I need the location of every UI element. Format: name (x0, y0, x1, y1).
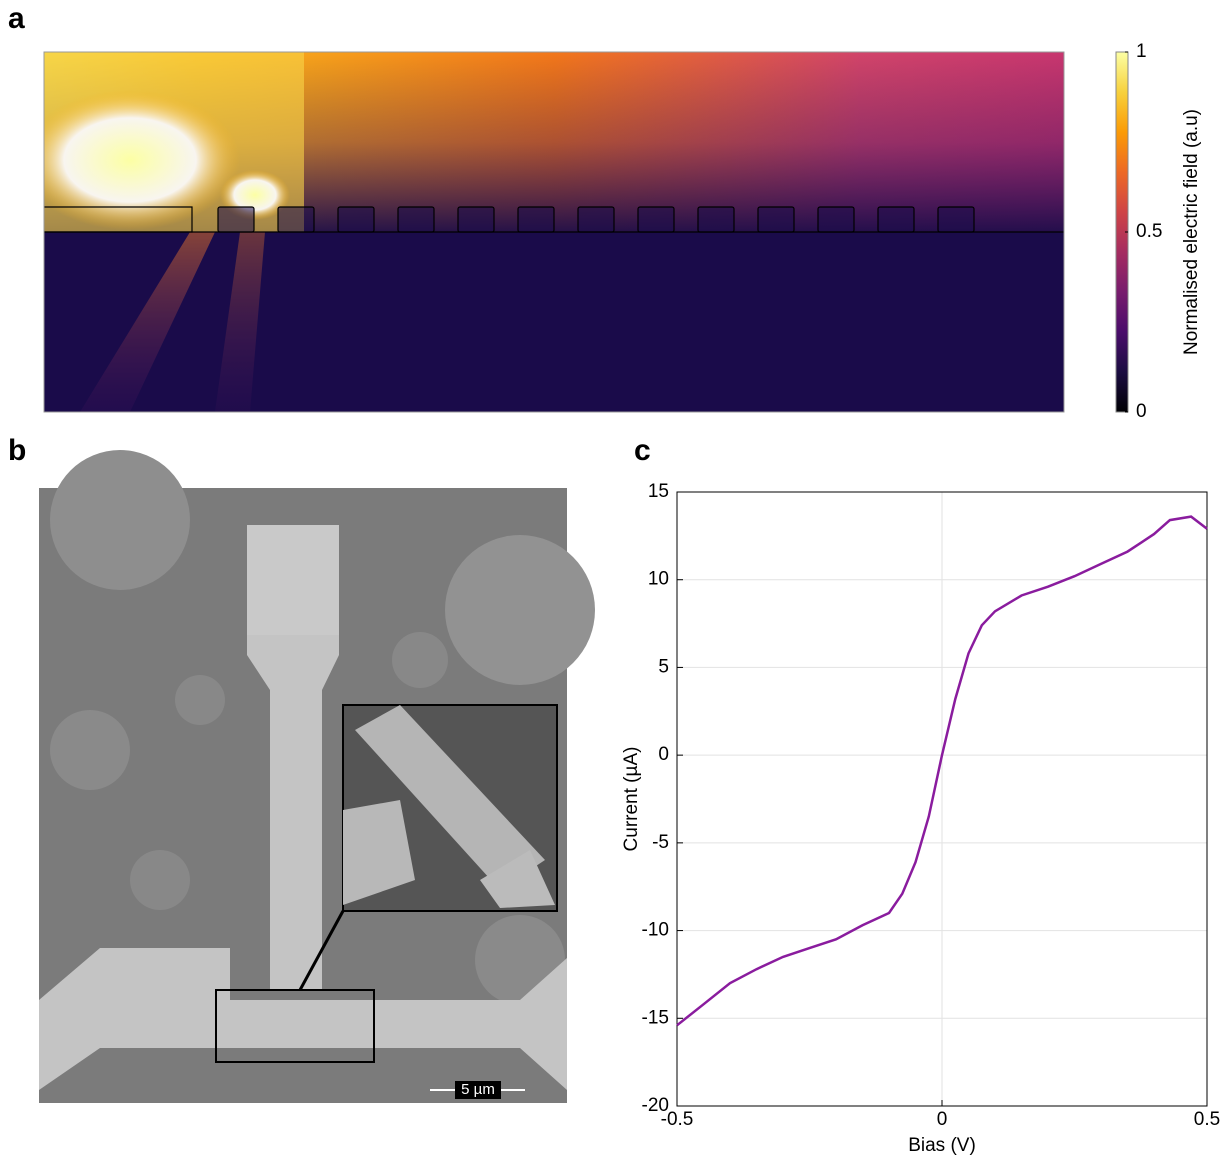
y-tick-label: -15 (642, 1007, 669, 1028)
grating-tooth (397, 206, 435, 233)
map-frame (43, 51, 1065, 413)
y-tick-label: -10 (642, 920, 669, 941)
colorbar-label: Normalised electric field (a.u) (1181, 109, 1202, 355)
y-tick-label: -20 (642, 1095, 669, 1116)
y-tick-label: 15 (648, 481, 669, 502)
y-tick-label: 0 (658, 744, 669, 765)
colorbar-tick-label: 0 (1136, 401, 1147, 422)
y-tick-label: -5 (652, 832, 669, 853)
grating-tooth (457, 206, 495, 233)
x-tick-label: -0.5 (661, 1109, 694, 1130)
colorbar-tick-label: 0.5 (1136, 221, 1162, 242)
field-map (44, 52, 1064, 412)
grating-tooth (517, 206, 555, 233)
grating-tooth (697, 206, 735, 233)
panel-label: b (8, 434, 26, 467)
grating-tooth (277, 206, 315, 233)
y-axis-label: Current (µA) (621, 747, 642, 852)
x-tick-label: 0.5 (1194, 1109, 1220, 1130)
panel-label: c (634, 434, 651, 467)
grating-tooth (577, 206, 615, 233)
grating-tooth (817, 206, 855, 233)
colorbar-tick-label: 1 (1136, 41, 1147, 62)
y-tick-label: 10 (648, 569, 669, 590)
scale-bar-label: 5 µm (461, 1081, 495, 1098)
plot-frame (676, 491, 1208, 1107)
grating-tooth (637, 206, 675, 233)
sem-image: 5 µm (39, 450, 595, 1103)
grating-outline (44, 206, 1064, 233)
panel-label: a (8, 2, 25, 35)
grating-tooth (877, 206, 915, 233)
grating-tooth (937, 206, 975, 233)
line-series (676, 515, 1208, 1027)
x-tick-label: 0 (937, 1109, 948, 1130)
grating-tooth (757, 206, 795, 233)
grating-tooth (217, 206, 255, 233)
x-axis-label: Bias (V) (908, 1135, 976, 1156)
grating-tooth (337, 206, 375, 233)
y-tick-label: 5 (658, 656, 669, 677)
